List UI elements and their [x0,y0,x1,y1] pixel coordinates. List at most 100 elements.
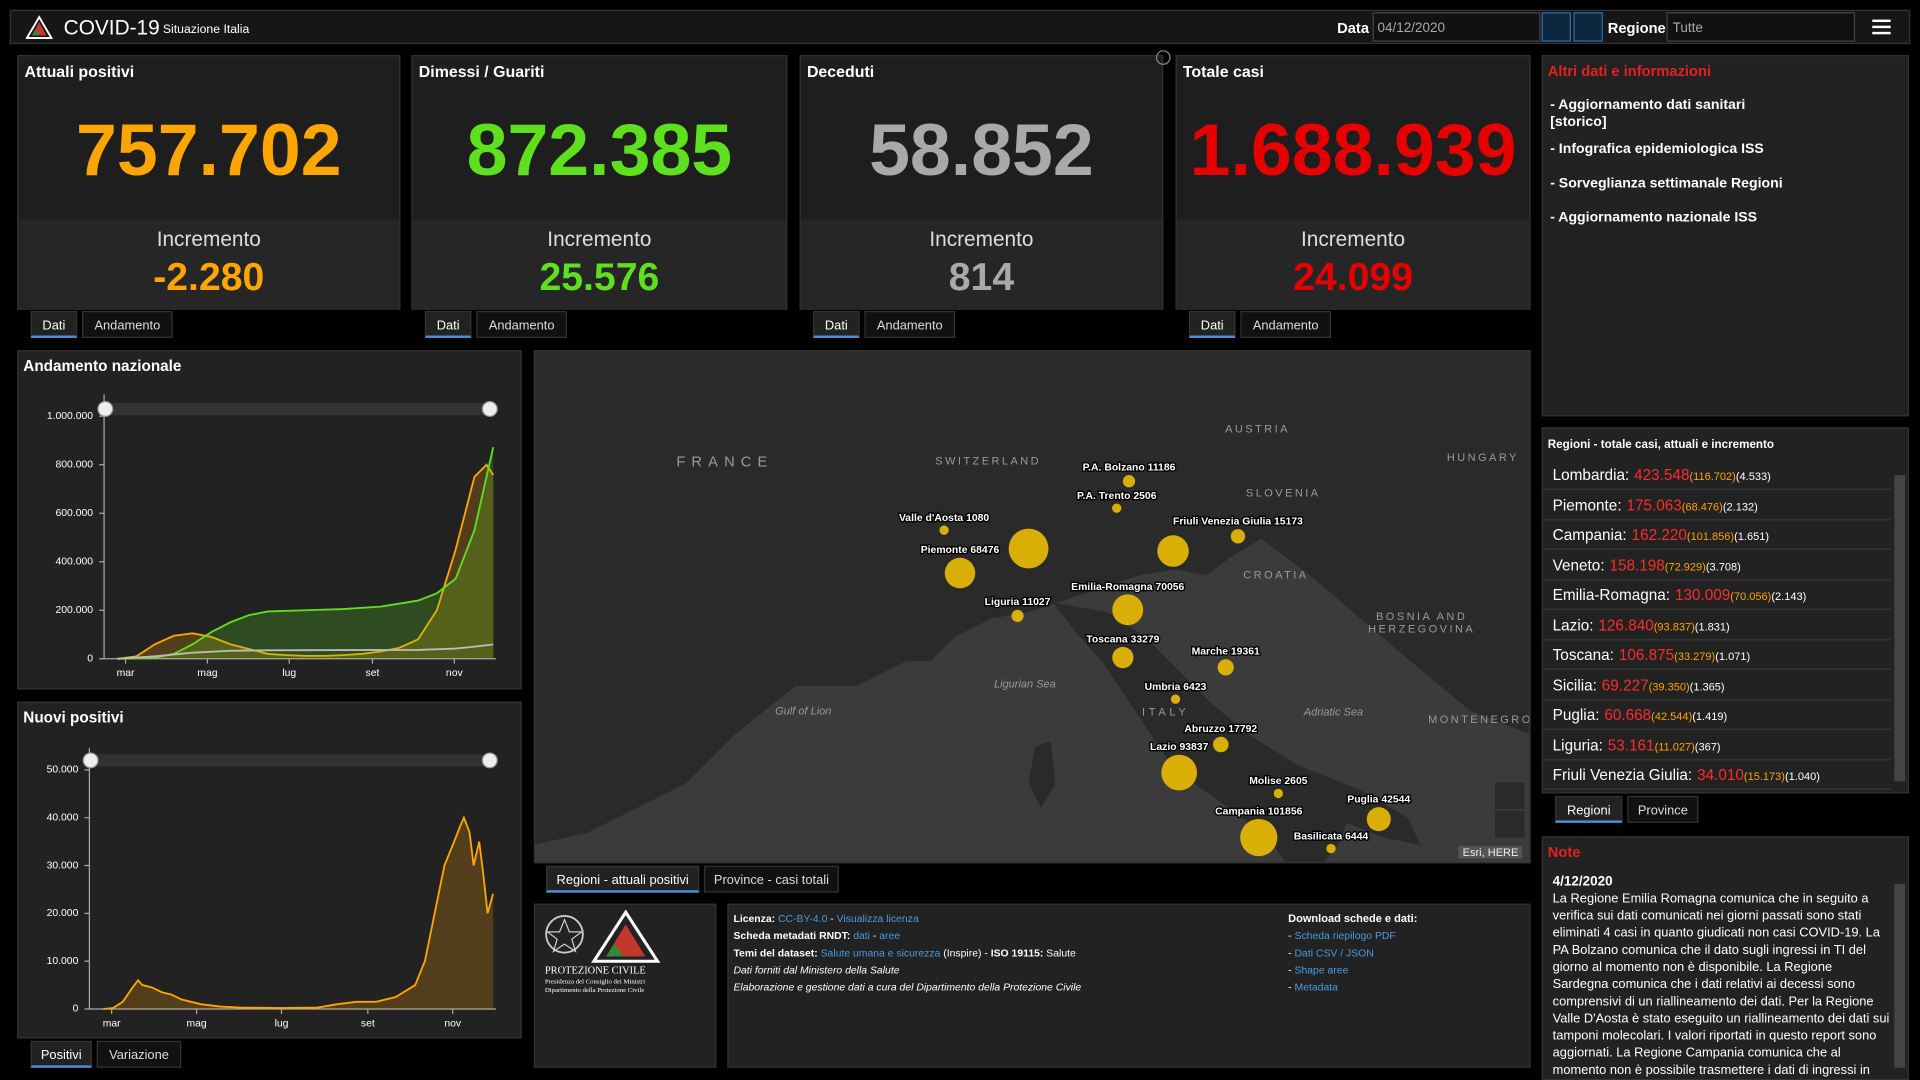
menu-button[interactable] [1872,17,1892,37]
tab[interactable]: Dati [813,311,860,338]
map-attribution: Esri, HERE [1458,846,1523,859]
region-bubble [1326,843,1336,854]
tab[interactable]: Regioni - attuali positivi [546,865,700,893]
app-title: COVID-19 [63,15,160,40]
scrollbar [1894,884,1906,1068]
dash: - [1288,946,1295,959]
info-link[interactable]: - Infografica epidemiologica ISS [1550,142,1764,157]
card-lower [1176,219,1530,310]
slider-handle [481,401,498,417]
slider-handle [481,752,498,769]
calendar-button[interactable] [1541,12,1572,42]
region-row: Veneto: 158.198(72.929)(3.708) [1542,550,1891,580]
region-name: Campania: [1552,526,1627,544]
chart: 0 200.000 400.000 600.000 800.000 1.000.000 ma… [47,394,498,679]
bubble-label: Liguria 11027 [985,597,1051,608]
license-text: ISO 19115: [990,946,1044,959]
slider-handle [97,401,114,417]
logos [545,909,661,963]
region-bubble [1157,535,1189,567]
license-line: Elaborazione e gestione dati a cura del … [733,981,1081,993]
license-text: Elaborazione e gestione dati a cura del … [733,980,1082,994]
logo [25,15,53,39]
tab[interactable]: Dati [30,311,78,338]
region-increment: (1.365) [1689,680,1725,693]
x-tick-label: lug [275,1018,289,1029]
download-item: - Dati CSV / JSON [1288,947,1374,959]
region-bubble [944,557,976,589]
tab[interactable]: Andamento [82,311,173,338]
tab[interactable]: Positivi [30,1040,92,1068]
info-link[interactable]: - Aggiornamento dati sanitari [storico] [1550,97,1746,130]
legend-button[interactable] [1492,356,1525,389]
license-text[interactable]: Salute umana e sicurezza [820,946,941,959]
line [103,815,495,1010]
region-current: (15.173) [1743,770,1785,783]
download-link[interactable]: Dati CSV / JSON [1294,946,1374,959]
map-place-label: HERZEGOVINA [1368,623,1475,635]
top-bar: COVID-19 Situazione Italia Data 04/12/2020 R… [9,9,1911,45]
region-total: 53.161 [1607,736,1655,754]
region-current: (93.837) [1653,620,1695,633]
x-tick-label: mar [103,1018,121,1029]
tab[interactable]: Andamento [864,311,956,338]
time-button[interactable] [1573,12,1603,42]
y-tick-label: 600.000 [55,508,93,519]
region-row: Lazio: 126.840(93.837)(1.831) [1542,610,1891,640]
license-text[interactable]: aree [879,929,901,942]
map-place-label: Ligurian Sea [994,678,1056,690]
tab[interactable]: Dati [1188,311,1236,338]
card-title: Attuali positivi [24,62,135,81]
tab[interactable]: Regioni [1555,795,1623,823]
license-line: Dati forniti dal Ministero della Salute [733,964,899,976]
region-increment: (2.132) [1722,500,1758,513]
area [117,447,494,659]
tab[interactable]: Andamento [476,311,567,338]
license-text: - [870,929,880,942]
island [1028,740,1056,809]
x-tick-label: lug [282,668,296,679]
notes-date: 4/12/2020 [1552,874,1613,889]
region-bubble [1122,475,1136,488]
region-bubble [1213,736,1229,753]
map-place-label: ITALY [1142,707,1189,719]
license-text[interactable]: dati [853,929,871,942]
increment-label: Incremento [547,227,652,252]
zoom-in[interactable] [1495,782,1525,811]
license-text[interactable]: Visualizza licenza [836,912,919,925]
bubble-label: Toscana 33279 [1086,634,1159,645]
download-link[interactable]: Metadata [1294,980,1338,994]
card-lower [412,219,787,310]
stat-card: Attuali positivi 757.702 Incremento -2.280 [17,55,401,310]
date-input[interactable]: 04/12/2020 [1372,12,1541,42]
region-total: 106.875 [1618,646,1675,664]
region-select[interactable]: Tutte [1666,12,1856,42]
map-place-label: Gulf of Lion [775,705,831,717]
card-value: 1.688.939 [1189,108,1517,192]
region-row: Emilia-Romagna: 130.009(70.056)(2.143) [1542,580,1891,610]
stat-card: Deceduti 58.852 Incremento 814 [799,55,1164,310]
download-item: - Metadata [1288,981,1338,993]
tab[interactable]: Province - casi totali [704,865,839,893]
download-link[interactable]: Scheda riepilogo PDF [1294,929,1396,942]
region-current: (72.929) [1664,560,1706,573]
menu-line [1872,19,1891,23]
tab[interactable]: Variazione [96,1040,182,1068]
tab[interactable]: Andamento [1240,311,1332,338]
region-increment: (1.419) [1692,710,1728,723]
region-current: (116.702) [1689,470,1736,483]
tab[interactable]: Province [1627,795,1699,823]
license-text[interactable]: CC-BY-4.0 [778,912,828,925]
zoom-out[interactable] [1495,810,1525,838]
download-link[interactable]: Shape aree [1294,963,1349,976]
bubble-label: Molise 2605 [1249,776,1308,787]
region-bubble [1217,659,1234,676]
info-link[interactable]: - Sorveglianza settimanale Regioni [1550,176,1783,192]
region-current: (101.856) [1686,530,1735,543]
region-current: (68.476) [1681,500,1723,513]
info-link[interactable]: - Aggiornamento nazionale ISS [1550,210,1758,226]
region-name: Lazio: [1552,616,1594,634]
map-canvas[interactable]: FRANCE SWITZERLAND AUSTRIA HUNGARY SLOVENIA C… [535,351,1530,863]
tab[interactable]: Dati [424,311,472,338]
